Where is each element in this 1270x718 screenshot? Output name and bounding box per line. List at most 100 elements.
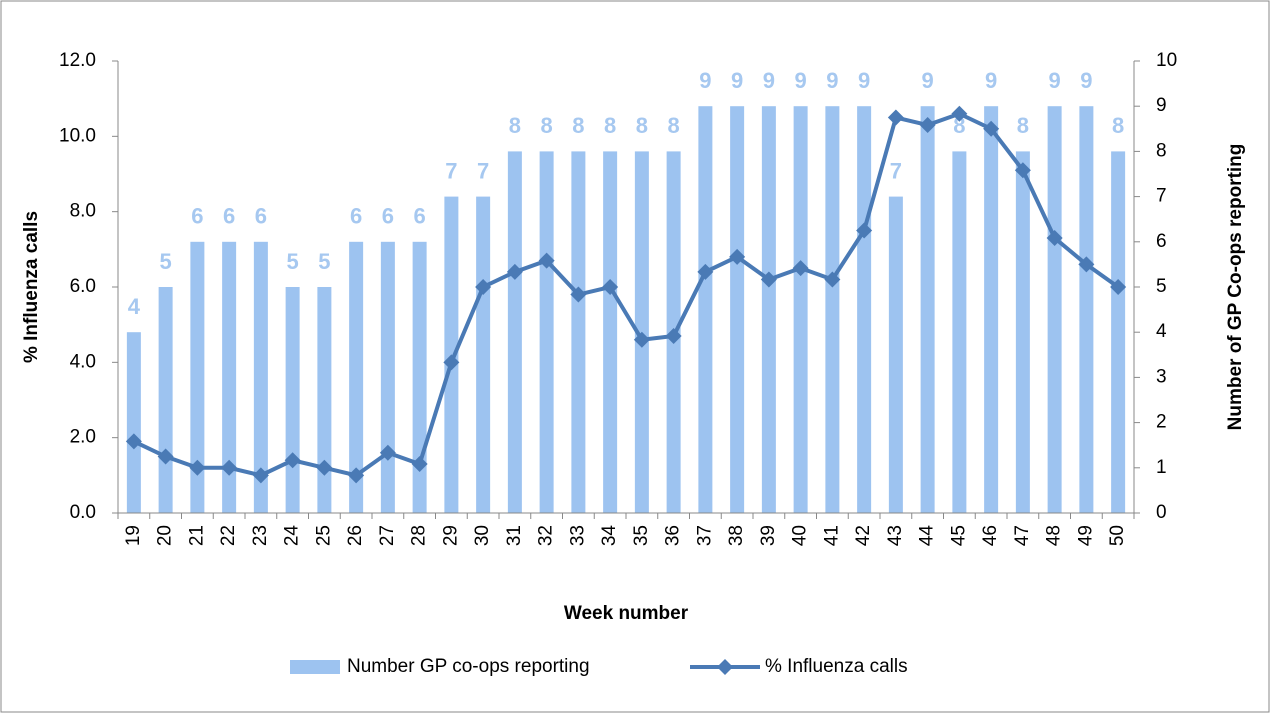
bar xyxy=(539,151,554,513)
bar-value-label: 7 xyxy=(890,158,902,183)
y2-tick-label: 1 xyxy=(1156,457,1167,478)
bar-value-label: 4 xyxy=(128,294,141,319)
bar xyxy=(317,287,332,513)
line-marker xyxy=(887,109,904,126)
line-marker xyxy=(633,331,650,348)
bar xyxy=(857,106,872,513)
y2-tick-label: 7 xyxy=(1156,186,1167,207)
line-marker xyxy=(284,452,301,469)
bar-value-label: 9 xyxy=(731,68,743,93)
x-tick-label: 19 xyxy=(123,525,144,546)
bar xyxy=(603,151,618,513)
y-tick-label: 12.0 xyxy=(59,50,96,71)
line-marker xyxy=(379,444,396,461)
line-marker xyxy=(729,248,746,265)
line-marker xyxy=(983,120,1000,137)
x-tick-label: 36 xyxy=(663,525,684,546)
line-marker xyxy=(792,260,809,277)
y2-tick-label: 4 xyxy=(1156,321,1167,342)
x-tick-label: 38 xyxy=(726,525,747,546)
y2-tick-label: 5 xyxy=(1156,276,1167,297)
legend-label: % Influenza calls xyxy=(765,656,908,677)
x-tick-label: 26 xyxy=(345,525,366,546)
bar-value-label: 8 xyxy=(668,113,680,138)
x-tick-label: 45 xyxy=(948,525,969,546)
x-tick-label: 48 xyxy=(1044,525,1065,546)
bar-value-label: 6 xyxy=(382,204,394,229)
x-tick-label: 33 xyxy=(567,525,588,546)
bar-value-label: 8 xyxy=(509,113,521,138)
bar-value-label: 8 xyxy=(1112,113,1124,138)
legend-label: Number GP co-ops reporting xyxy=(347,656,590,677)
x-tick-label: 43 xyxy=(885,525,906,546)
x-tick-label: 35 xyxy=(631,525,652,546)
x-tick-label: 39 xyxy=(758,525,779,546)
bar-value-label: 9 xyxy=(699,68,711,93)
bar xyxy=(190,241,205,514)
bar xyxy=(952,151,967,513)
bar xyxy=(412,241,427,514)
line-marker xyxy=(856,222,873,239)
bar xyxy=(253,241,268,514)
bar xyxy=(476,196,491,513)
x-tick-label: 40 xyxy=(790,525,811,546)
bar-value-label: 8 xyxy=(541,113,553,138)
x-tick-label: 24 xyxy=(282,525,303,547)
y-tick-label: 2.0 xyxy=(70,427,96,448)
line-marker xyxy=(1046,230,1063,247)
y2-tick-label: 3 xyxy=(1156,366,1167,387)
y-tick-label: 6.0 xyxy=(70,276,96,297)
line-marker xyxy=(506,263,523,280)
y2-axis-title: Number of GP Co-ops reporting xyxy=(1225,144,1246,431)
x-tick-label: 47 xyxy=(1012,525,1033,546)
bar xyxy=(285,287,300,513)
line-marker xyxy=(538,252,555,269)
bar xyxy=(825,106,840,513)
y-tick-label: 0.0 xyxy=(70,502,96,523)
line-marker xyxy=(157,448,174,465)
bar-value-label: 9 xyxy=(1080,68,1092,93)
y-tick-label: 4.0 xyxy=(70,351,96,372)
line-marker xyxy=(1078,256,1095,273)
bar-value-label: 9 xyxy=(826,68,838,93)
line-marker xyxy=(189,459,206,476)
line-marker xyxy=(824,271,841,288)
line-marker xyxy=(951,105,968,122)
bar xyxy=(888,196,903,513)
bar xyxy=(1111,151,1126,513)
bar-value-label: 8 xyxy=(636,113,648,138)
line-marker xyxy=(919,117,936,134)
x-tick-label: 29 xyxy=(440,525,461,546)
y2-tick-label: 8 xyxy=(1156,140,1167,161)
x-tick-label: 25 xyxy=(313,525,334,546)
bar-value-label: 6 xyxy=(255,204,267,229)
bar-value-label: 6 xyxy=(414,204,426,229)
x-tick-label: 22 xyxy=(218,525,239,546)
x-tick-label: 37 xyxy=(694,525,715,546)
x-tick-label: 49 xyxy=(1075,525,1096,546)
line-marker xyxy=(221,459,238,476)
x-tick-label: 42 xyxy=(853,525,874,546)
bar-value-label: 9 xyxy=(763,68,775,93)
bar xyxy=(349,241,364,514)
bar xyxy=(984,106,999,513)
y2-tick-label: 0 xyxy=(1156,502,1167,523)
line-marker xyxy=(252,467,269,484)
x-axis-title: Week number xyxy=(564,603,689,624)
bar-value-label: 6 xyxy=(223,204,235,229)
bar xyxy=(920,106,935,513)
bar-value-label: 5 xyxy=(318,249,330,274)
bar-value-label: 7 xyxy=(477,158,489,183)
bar-value-label: 9 xyxy=(858,68,870,93)
bar-value-label: 8 xyxy=(1017,113,1029,138)
bar xyxy=(507,151,522,513)
bar-value-label: 9 xyxy=(922,68,934,93)
x-tick-label: 34 xyxy=(599,525,620,547)
bar-value-label: 8 xyxy=(953,113,965,138)
x-tick-label: 28 xyxy=(409,525,430,546)
line-marker xyxy=(475,279,492,295)
line-marker xyxy=(125,433,142,450)
line-marker xyxy=(1110,279,1127,295)
bar-value-label: 8 xyxy=(604,113,616,138)
bar-value-label: 9 xyxy=(795,68,807,93)
